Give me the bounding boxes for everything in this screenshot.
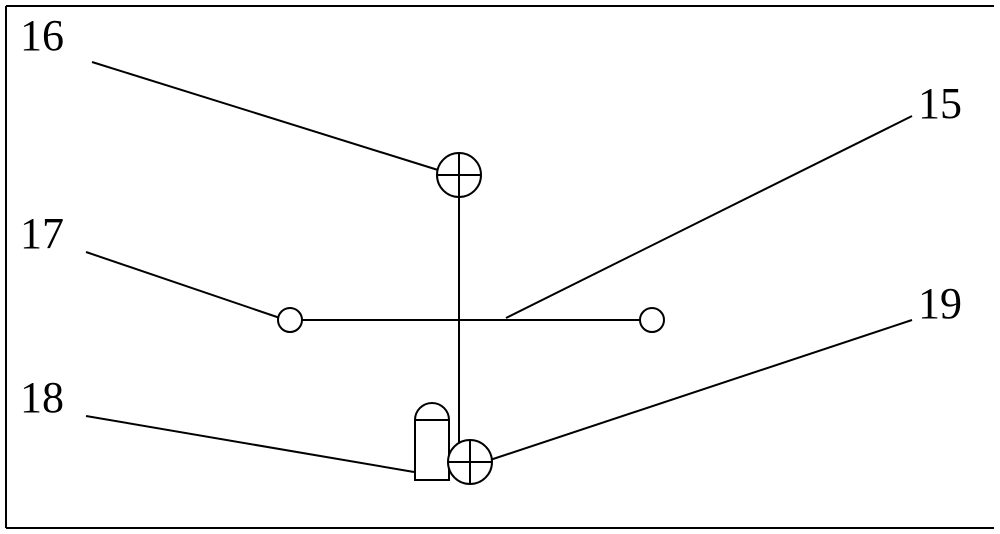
label-16: 16: [20, 10, 64, 61]
label-17: 17: [20, 208, 64, 259]
leader-l18: [86, 416, 414, 472]
label-18: 18: [20, 372, 64, 423]
leader-l15: [506, 116, 912, 318]
leader-l16: [92, 62, 438, 170]
node-left: [278, 308, 302, 332]
node-right: [640, 308, 664, 332]
label-19: 19: [918, 278, 962, 329]
leader-l17: [86, 252, 280, 318]
leader-l19: [490, 320, 912, 460]
block-top-arc: [415, 403, 449, 420]
label-15: 15: [918, 78, 962, 129]
block-rect: [415, 420, 449, 480]
diagram-canvas: [0, 0, 1000, 534]
